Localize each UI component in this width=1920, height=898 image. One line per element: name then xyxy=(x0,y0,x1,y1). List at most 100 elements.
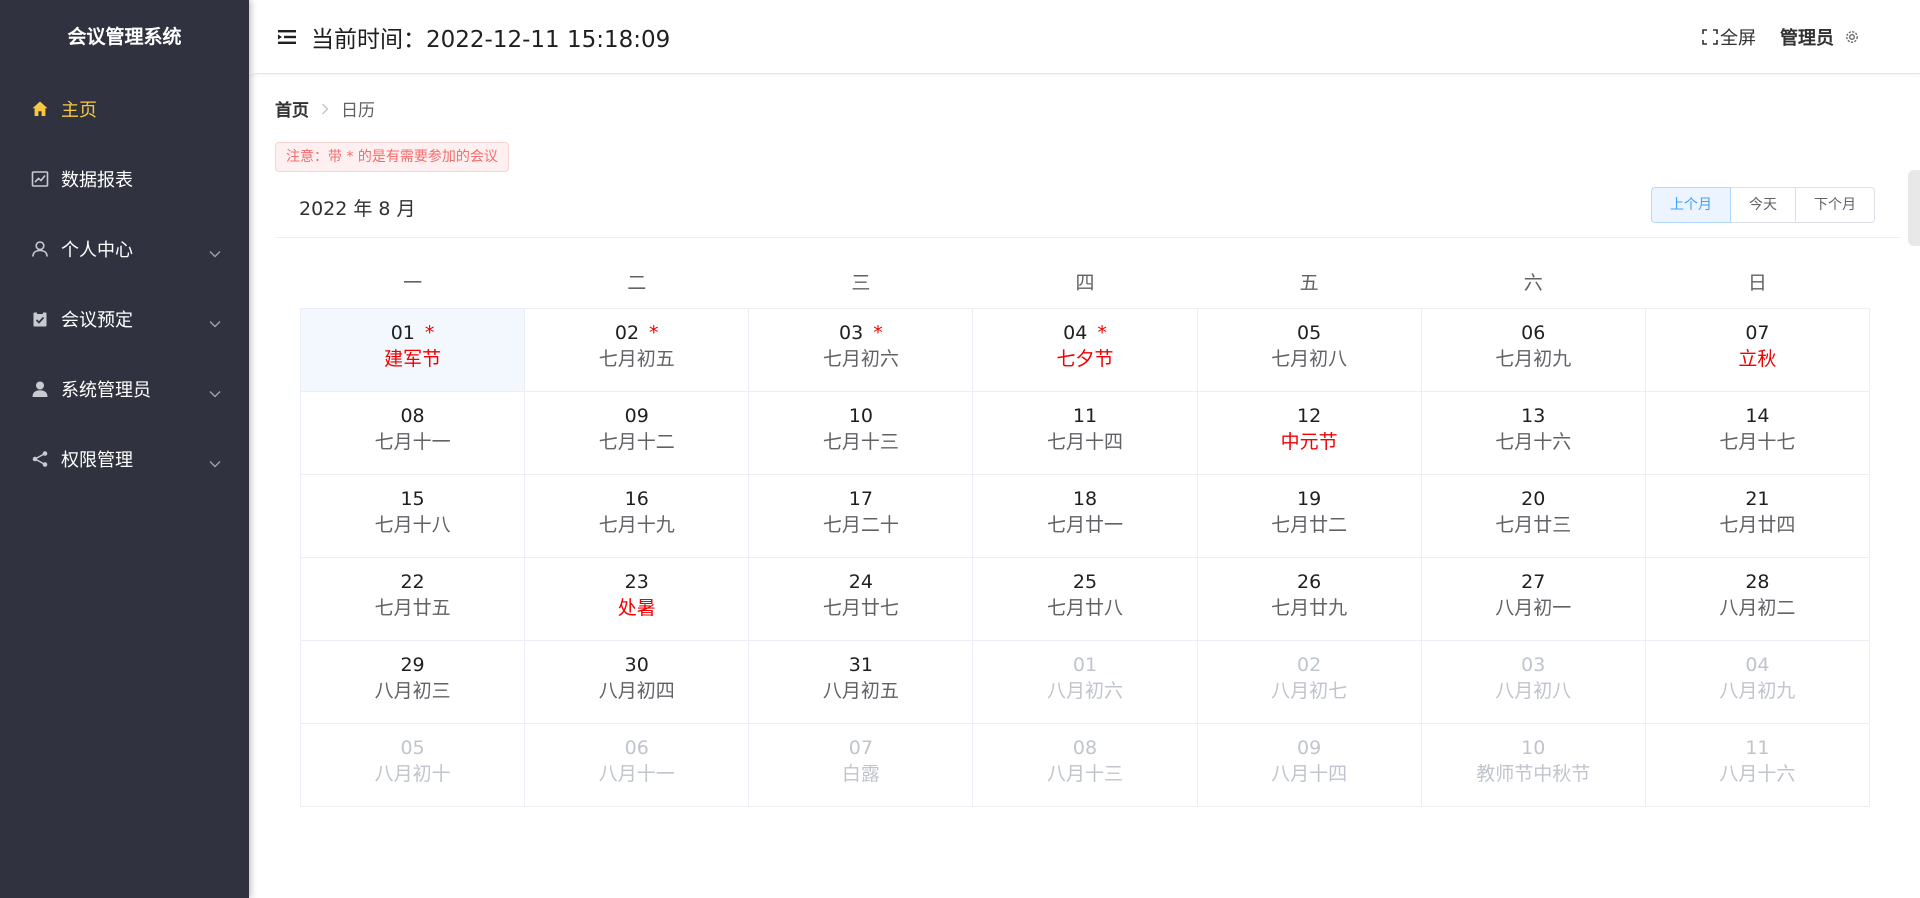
calendar-day-cell[interactable]: 06 八月十一 xyxy=(524,722,750,807)
calendar-day-cell[interactable]: 01 * 建军节 xyxy=(299,307,526,392)
calendar-day-cell[interactable]: 26 七月廿九 xyxy=(1196,556,1422,641)
calendar-day-cell[interactable]: 13 七月十六 xyxy=(1420,390,1646,475)
calendar-day-cell[interactable]: 14 七月十七 xyxy=(1644,390,1871,475)
weekday-header: 六 xyxy=(1523,272,1543,295)
lunar-date: 七月初八 xyxy=(1271,347,1348,370)
calendar-day-cell[interactable]: 06 七月初九 xyxy=(1420,307,1646,392)
scrollbar[interactable] xyxy=(1908,170,1920,246)
sidebar-menu: 主页 数据报表 个人中心 会议预定 xyxy=(0,74,249,494)
today-button[interactable]: 今天 xyxy=(1730,187,1796,223)
calendar-day-cell[interactable]: 05 八月初十 xyxy=(299,722,526,807)
day-number-row: 01 xyxy=(973,652,1196,678)
calendar-day-cell[interactable]: 10 教师节中秋节 xyxy=(1420,722,1646,807)
sidebar-item-label: 系统管理员 xyxy=(61,380,151,401)
menu-fold-icon[interactable] xyxy=(277,27,297,47)
day-number: 08 xyxy=(1072,736,1098,759)
prev-month-button[interactable]: 上个月 xyxy=(1651,187,1731,223)
fullscreen-button[interactable]: 全屏 xyxy=(1702,24,1756,50)
calendar-grid: 一 二 三 四 五 六 日 01 * 建军节 02 * 七月初五 03 * 七月初六 04 * 七夕节 05 七月初八… xyxy=(299,256,1871,807)
lunar-date: 七月廿七 xyxy=(822,596,899,619)
chevron-down-icon xyxy=(209,242,221,263)
calendar-day-cell[interactable]: 23 处暑 xyxy=(524,556,750,641)
day-number-row: 16 xyxy=(525,486,748,512)
calendar-day-cell[interactable]: 31 八月初五 xyxy=(748,639,974,724)
next-month-button[interactable]: 下个月 xyxy=(1795,187,1875,223)
calendar-day-cell[interactable]: 01 八月初六 xyxy=(972,639,1198,724)
calendar-day-cell[interactable]: 02 * 七月初五 xyxy=(524,307,750,392)
calendar-day-cell[interactable]: 21 七月廿四 xyxy=(1644,473,1871,558)
day-number-row: 04 xyxy=(1646,652,1869,678)
calendar-week-row: 29 八月初三 30 八月初四 31 八月初五 01 八月初六 02 八月初七 03 八月初八 04 八月… xyxy=(299,639,1871,724)
lunar-date: 七月十一 xyxy=(374,430,451,453)
calendar-day-cell[interactable]: 24 七月廿七 xyxy=(748,556,974,641)
calendar-day-cell[interactable]: 12 中元节 xyxy=(1196,390,1422,475)
calendar-day-cell[interactable]: 20 七月廿三 xyxy=(1420,473,1646,558)
lunar-date: 八月初二 xyxy=(1719,596,1796,619)
day-number: 03 xyxy=(839,321,864,344)
calendar-day-cell[interactable]: 15 七月十八 xyxy=(299,473,526,558)
month-nav: 上个月 今天 下个月 xyxy=(1651,187,1875,223)
day-number: 01 xyxy=(390,321,415,344)
calendar-week-row: 15 七月十八 16 七月十九 17 七月二十 18 七月廿一 19 七月廿二 20 七月廿三 21 七月… xyxy=(299,473,1871,558)
sidebar-item-system-admin[interactable]: 系统管理员 xyxy=(0,354,249,424)
calendar-day-cell[interactable]: 11 八月十六 xyxy=(1644,722,1871,807)
calendar-day-cell[interactable]: 04 * 七夕节 xyxy=(972,307,1198,392)
weekday-header: 日 xyxy=(1747,272,1767,295)
lunar-date: 中元节 xyxy=(1280,430,1338,453)
lunar-date: 八月初七 xyxy=(1271,679,1348,702)
calendar-day-cell[interactable]: 28 八月初二 xyxy=(1644,556,1871,641)
day-number-row: 25 xyxy=(973,569,1196,595)
calendar-day-cell[interactable]: 29 八月初三 xyxy=(299,639,526,724)
header-actions: 全屏 管理员 xyxy=(1702,24,1860,50)
calendar-day-cell[interactable]: 08 八月十三 xyxy=(972,722,1198,807)
calendar-day-cell[interactable]: 17 七月二十 xyxy=(748,473,974,558)
calendar-body: 01 * 建军节 02 * 七月初五 03 * 七月初六 04 * 七夕节 05 七月初八 06 七月初九 07… xyxy=(299,307,1871,807)
calendar-day-cell[interactable]: 19 七月廿二 xyxy=(1196,473,1422,558)
calendar-day-cell[interactable]: 09 七月十二 xyxy=(524,390,750,475)
calendar-day-cell[interactable]: 03 * 七月初六 xyxy=(748,307,974,392)
calendar-day-cell[interactable]: 07 白露 xyxy=(748,722,974,807)
lunar-date: 八月初五 xyxy=(822,679,899,702)
fullscreen-icon xyxy=(1702,29,1718,45)
day-number-row: 05 xyxy=(1198,320,1421,346)
chart-icon xyxy=(30,169,50,189)
lunar-date: 教师节中秋节 xyxy=(1476,762,1591,785)
day-number-row: 27 xyxy=(1422,569,1645,595)
sidebar-item-personal-center[interactable]: 个人中心 xyxy=(0,214,249,284)
calendar-day-cell[interactable]: 16 七月十九 xyxy=(524,473,750,558)
day-number-row: 17 xyxy=(749,486,972,512)
calendar-day-cell[interactable]: 10 七月十三 xyxy=(748,390,974,475)
breadcrumb-home[interactable]: 首页 xyxy=(275,101,309,121)
calendar-day-cell[interactable]: 27 八月初一 xyxy=(1420,556,1646,641)
calendar-day-cell[interactable]: 05 七月初八 xyxy=(1196,307,1422,392)
sidebar-item-home[interactable]: 主页 xyxy=(0,74,249,144)
calendar-day-cell[interactable]: 18 七月廿一 xyxy=(972,473,1198,558)
lunar-date: 七月初九 xyxy=(1495,347,1572,370)
day-number-row: 07 xyxy=(1646,320,1869,346)
calendar-day-cell[interactable]: 30 八月初四 xyxy=(524,639,750,724)
calendar-day-cell[interactable]: 03 八月初八 xyxy=(1420,639,1646,724)
day-number: 02 xyxy=(614,321,640,344)
day-number-row: 10 xyxy=(749,403,972,429)
sidebar-item-meeting-booking[interactable]: 会议预定 xyxy=(0,284,249,354)
sidebar-item-reports[interactable]: 数据报表 xyxy=(0,144,249,214)
calendar-day-cell[interactable]: 08 七月十一 xyxy=(299,390,526,475)
calendar-day-cell[interactable]: 11 七月十四 xyxy=(972,390,1198,475)
calendar-day-cell[interactable]: 25 七月廿八 xyxy=(972,556,1198,641)
day-number: 06 xyxy=(1521,321,1546,344)
day-number-row: 10 xyxy=(1422,735,1645,761)
calendar-day-cell[interactable]: 07 立秋 xyxy=(1644,307,1871,392)
lunar-date: 七月廿二 xyxy=(1271,513,1348,536)
lunar-date: 七月廿三 xyxy=(1495,513,1572,536)
user-menu[interactable]: 管理员 xyxy=(1780,24,1860,50)
calendar-day-cell[interactable]: 09 八月十四 xyxy=(1196,722,1422,807)
day-number-row: 06 xyxy=(525,735,748,761)
sidebar-item-permissions[interactable]: 权限管理 xyxy=(0,424,249,494)
clipboard-icon xyxy=(30,309,50,329)
calendar-day-cell[interactable]: 22 七月廿五 xyxy=(299,556,526,641)
calendar-day-cell[interactable]: 04 八月初九 xyxy=(1644,639,1871,724)
calendar-day-cell[interactable]: 02 八月初七 xyxy=(1196,639,1422,724)
day-number: 12 xyxy=(1297,404,1322,427)
lunar-date: 七月廿四 xyxy=(1719,513,1796,536)
day-number: 13 xyxy=(1521,404,1546,427)
